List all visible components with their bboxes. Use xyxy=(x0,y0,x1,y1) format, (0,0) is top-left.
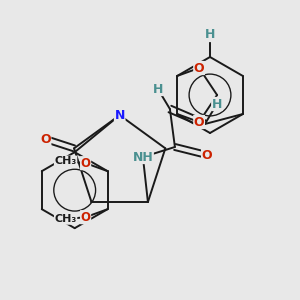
Text: O: O xyxy=(202,148,212,161)
Text: H: H xyxy=(205,28,215,41)
Text: CH₃: CH₃ xyxy=(55,214,77,224)
Text: O: O xyxy=(194,116,204,128)
Text: H: H xyxy=(212,98,222,110)
Text: O: O xyxy=(194,61,204,74)
Text: O: O xyxy=(40,133,51,146)
Text: H: H xyxy=(153,82,163,95)
Text: NH: NH xyxy=(133,151,153,164)
Text: O: O xyxy=(81,157,91,170)
Text: CH₃: CH₃ xyxy=(55,156,77,166)
Text: N: N xyxy=(115,109,125,122)
Text: O: O xyxy=(81,211,91,224)
